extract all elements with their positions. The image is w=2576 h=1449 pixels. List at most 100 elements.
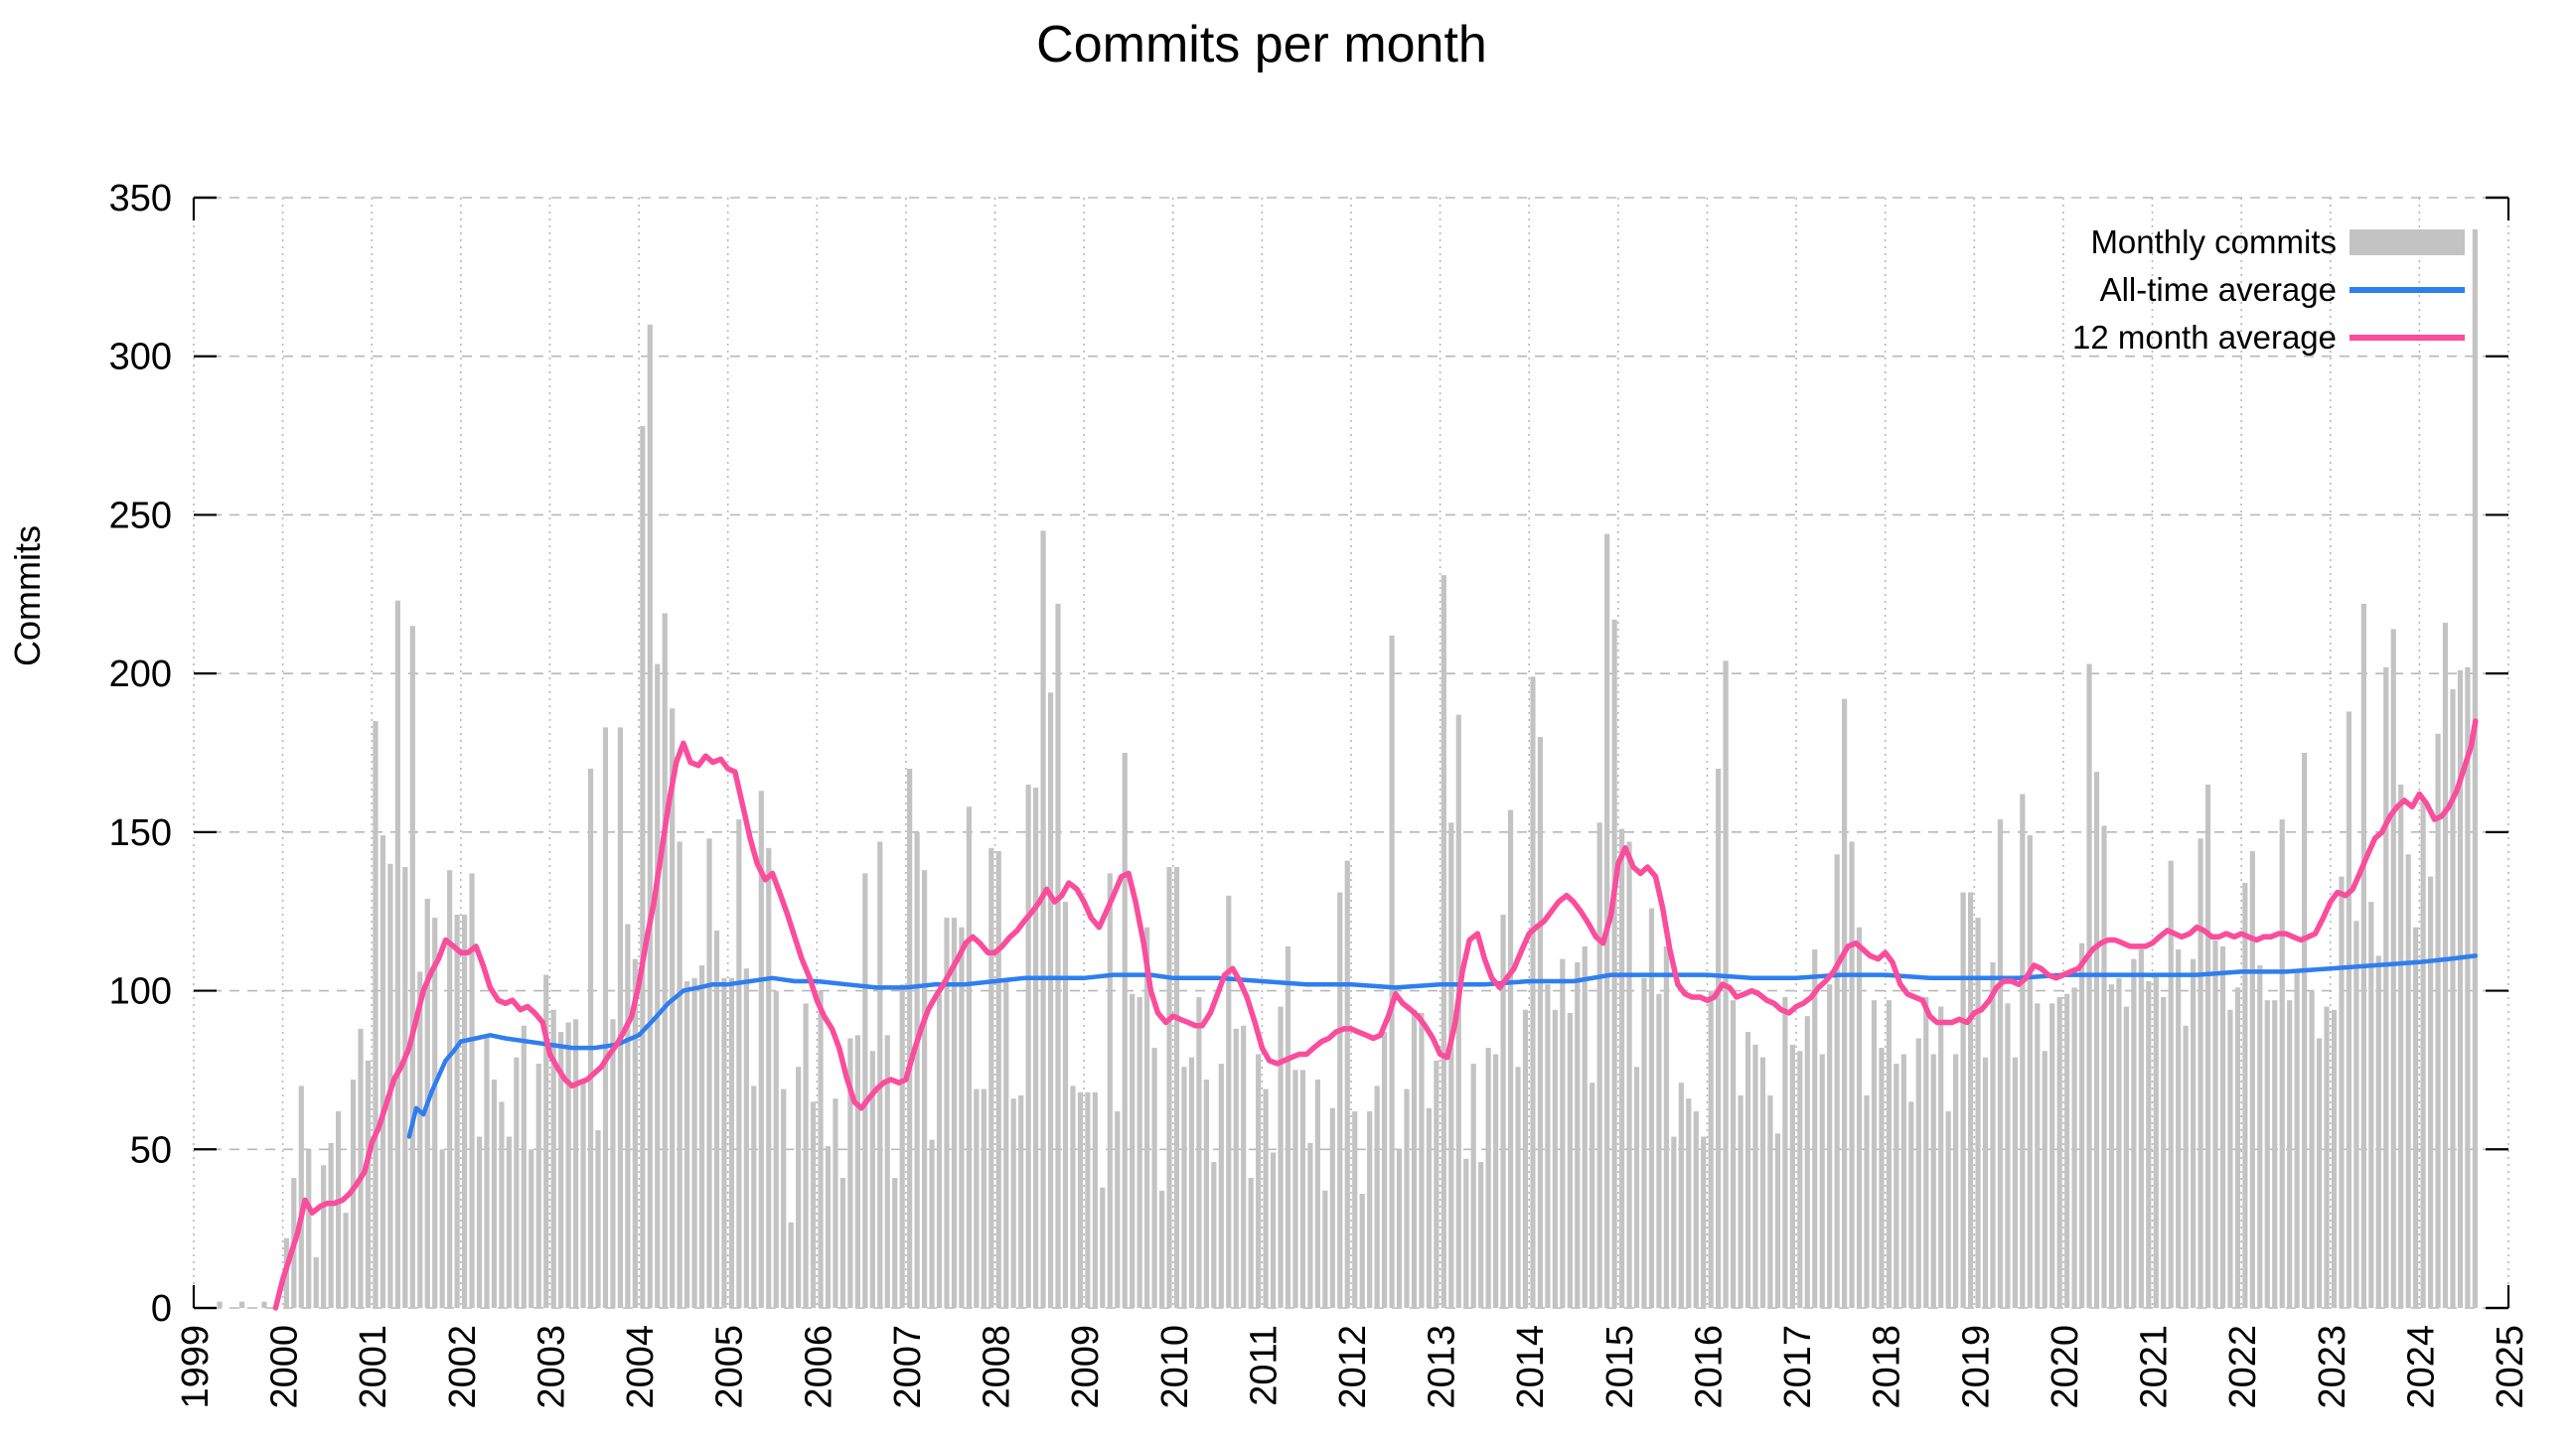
x-tick-label: 2004 xyxy=(620,1325,662,1409)
commit-bar xyxy=(1285,945,1291,1308)
commit-bar xyxy=(1701,1136,1707,1308)
commit-bar xyxy=(1522,1009,1529,1308)
commit-bar xyxy=(1241,1025,1247,1308)
commit-bar xyxy=(2264,1000,2270,1308)
commit-bar xyxy=(439,1149,445,1308)
commit-bar xyxy=(1173,866,1180,1308)
commit-bar xyxy=(1515,1067,1521,1308)
commit-bar xyxy=(2316,1038,2323,1308)
x-tick-label: 2024 xyxy=(2400,1325,2442,1409)
commit-bar xyxy=(2302,753,2308,1308)
commit-bar xyxy=(2020,794,2026,1308)
commit-bar xyxy=(2457,669,2464,1308)
commit-bar xyxy=(565,1022,571,1308)
x-tick-label: 2005 xyxy=(709,1325,751,1409)
commit-bar xyxy=(869,1051,875,1308)
commit-bar xyxy=(2390,629,2396,1308)
commit-bar xyxy=(2331,1009,2338,1308)
commit-bar xyxy=(499,1101,505,1308)
commit-bar xyxy=(1233,1028,1239,1308)
commit-bar xyxy=(1100,1187,1106,1308)
commit-bar xyxy=(2472,228,2478,1308)
commit-bar xyxy=(1648,908,1655,1308)
commit-bar xyxy=(1025,784,1031,1308)
commit-bar xyxy=(328,1142,334,1308)
commit-bar xyxy=(684,980,690,1308)
commit-bar xyxy=(632,958,638,1308)
x-tick-label: 2019 xyxy=(1955,1325,1997,1409)
commit-bar xyxy=(2465,666,2471,1308)
commit-bar xyxy=(2234,987,2241,1308)
commit-bar xyxy=(2427,876,2434,1308)
commit-bar xyxy=(476,1136,483,1308)
commit-bar xyxy=(1396,1149,1403,1308)
commit-bar xyxy=(2191,958,2197,1308)
commit-bar xyxy=(1864,1094,1870,1308)
commit-bar xyxy=(1582,945,1588,1308)
commit-bar xyxy=(670,708,676,1308)
commit-bar xyxy=(1596,822,1602,1308)
commit-bar xyxy=(298,1086,304,1308)
commit-bar xyxy=(2042,1051,2047,1308)
commit-bar xyxy=(1982,1057,1989,1308)
commit-bar xyxy=(2049,1003,2055,1308)
commit-bar xyxy=(1263,1088,1269,1308)
commit-bar xyxy=(1470,1064,1476,1308)
commit-bar xyxy=(1641,977,1647,1308)
x-tick-label: 2021 xyxy=(2134,1325,2176,1409)
axis-layer xyxy=(192,196,2510,1310)
commit-bar xyxy=(625,924,631,1308)
commit-bar xyxy=(2405,854,2411,1308)
commit-bar xyxy=(550,1009,556,1308)
y-tick-label: 150 xyxy=(109,812,172,854)
commit-bar xyxy=(1738,1094,1743,1308)
commit-bar xyxy=(2435,733,2441,1308)
commit-bar xyxy=(1693,1110,1699,1308)
commit-bar xyxy=(847,1038,853,1308)
x-tick-label: 2001 xyxy=(353,1325,394,1409)
commit-bar xyxy=(2324,1006,2330,1308)
commit-bar xyxy=(350,1080,357,1308)
commit-bar xyxy=(2093,772,2100,1308)
x-tick-label: 2002 xyxy=(442,1325,484,1409)
y-tick-label: 300 xyxy=(109,337,172,378)
commit-bar xyxy=(1151,1048,1157,1308)
commit-bar xyxy=(1070,1086,1076,1308)
commit-bar xyxy=(988,847,994,1308)
commit-bar xyxy=(796,1067,802,1308)
commit-bar xyxy=(1047,692,1054,1308)
commit-bar xyxy=(543,974,549,1308)
commit-bar xyxy=(521,1025,527,1308)
commit-bar xyxy=(921,870,928,1308)
commit-bar xyxy=(736,819,742,1308)
commit-bar xyxy=(929,1139,935,1308)
commit-bar xyxy=(1552,1009,1558,1308)
x-tick-label: 2006 xyxy=(798,1325,839,1409)
x-tick-label: 2016 xyxy=(1688,1325,1730,1409)
x-tick-label: 2023 xyxy=(2312,1325,2353,1409)
y-axis-title: Commits xyxy=(7,525,48,666)
commit-bar xyxy=(691,977,697,1308)
x-tick-label: 2000 xyxy=(264,1325,306,1409)
commit-bar xyxy=(1915,1038,1921,1308)
commit-bar xyxy=(2123,1006,2130,1308)
commit-bar xyxy=(2360,603,2366,1308)
commit-bar xyxy=(1633,1067,1640,1308)
commit-bar xyxy=(914,831,920,1308)
commit-bar xyxy=(1767,1094,1773,1308)
commit-bar xyxy=(810,1101,817,1308)
commit-bar xyxy=(1730,1000,1737,1308)
commit-bar xyxy=(818,990,824,1308)
commit-bar xyxy=(1085,1091,1091,1308)
commit-bar xyxy=(1507,809,1514,1308)
commit-bar xyxy=(1278,1006,1284,1308)
commit-bar xyxy=(1930,1054,1936,1308)
commit-bar xyxy=(514,1057,520,1308)
commit-bar xyxy=(1856,927,1863,1308)
commit-bar xyxy=(2450,689,2456,1308)
commit-bar xyxy=(1908,1101,1914,1308)
commit-bar xyxy=(535,1064,541,1308)
commit-bar xyxy=(602,727,609,1308)
commit-bar xyxy=(713,930,720,1308)
y-tick-label: 250 xyxy=(109,495,172,536)
